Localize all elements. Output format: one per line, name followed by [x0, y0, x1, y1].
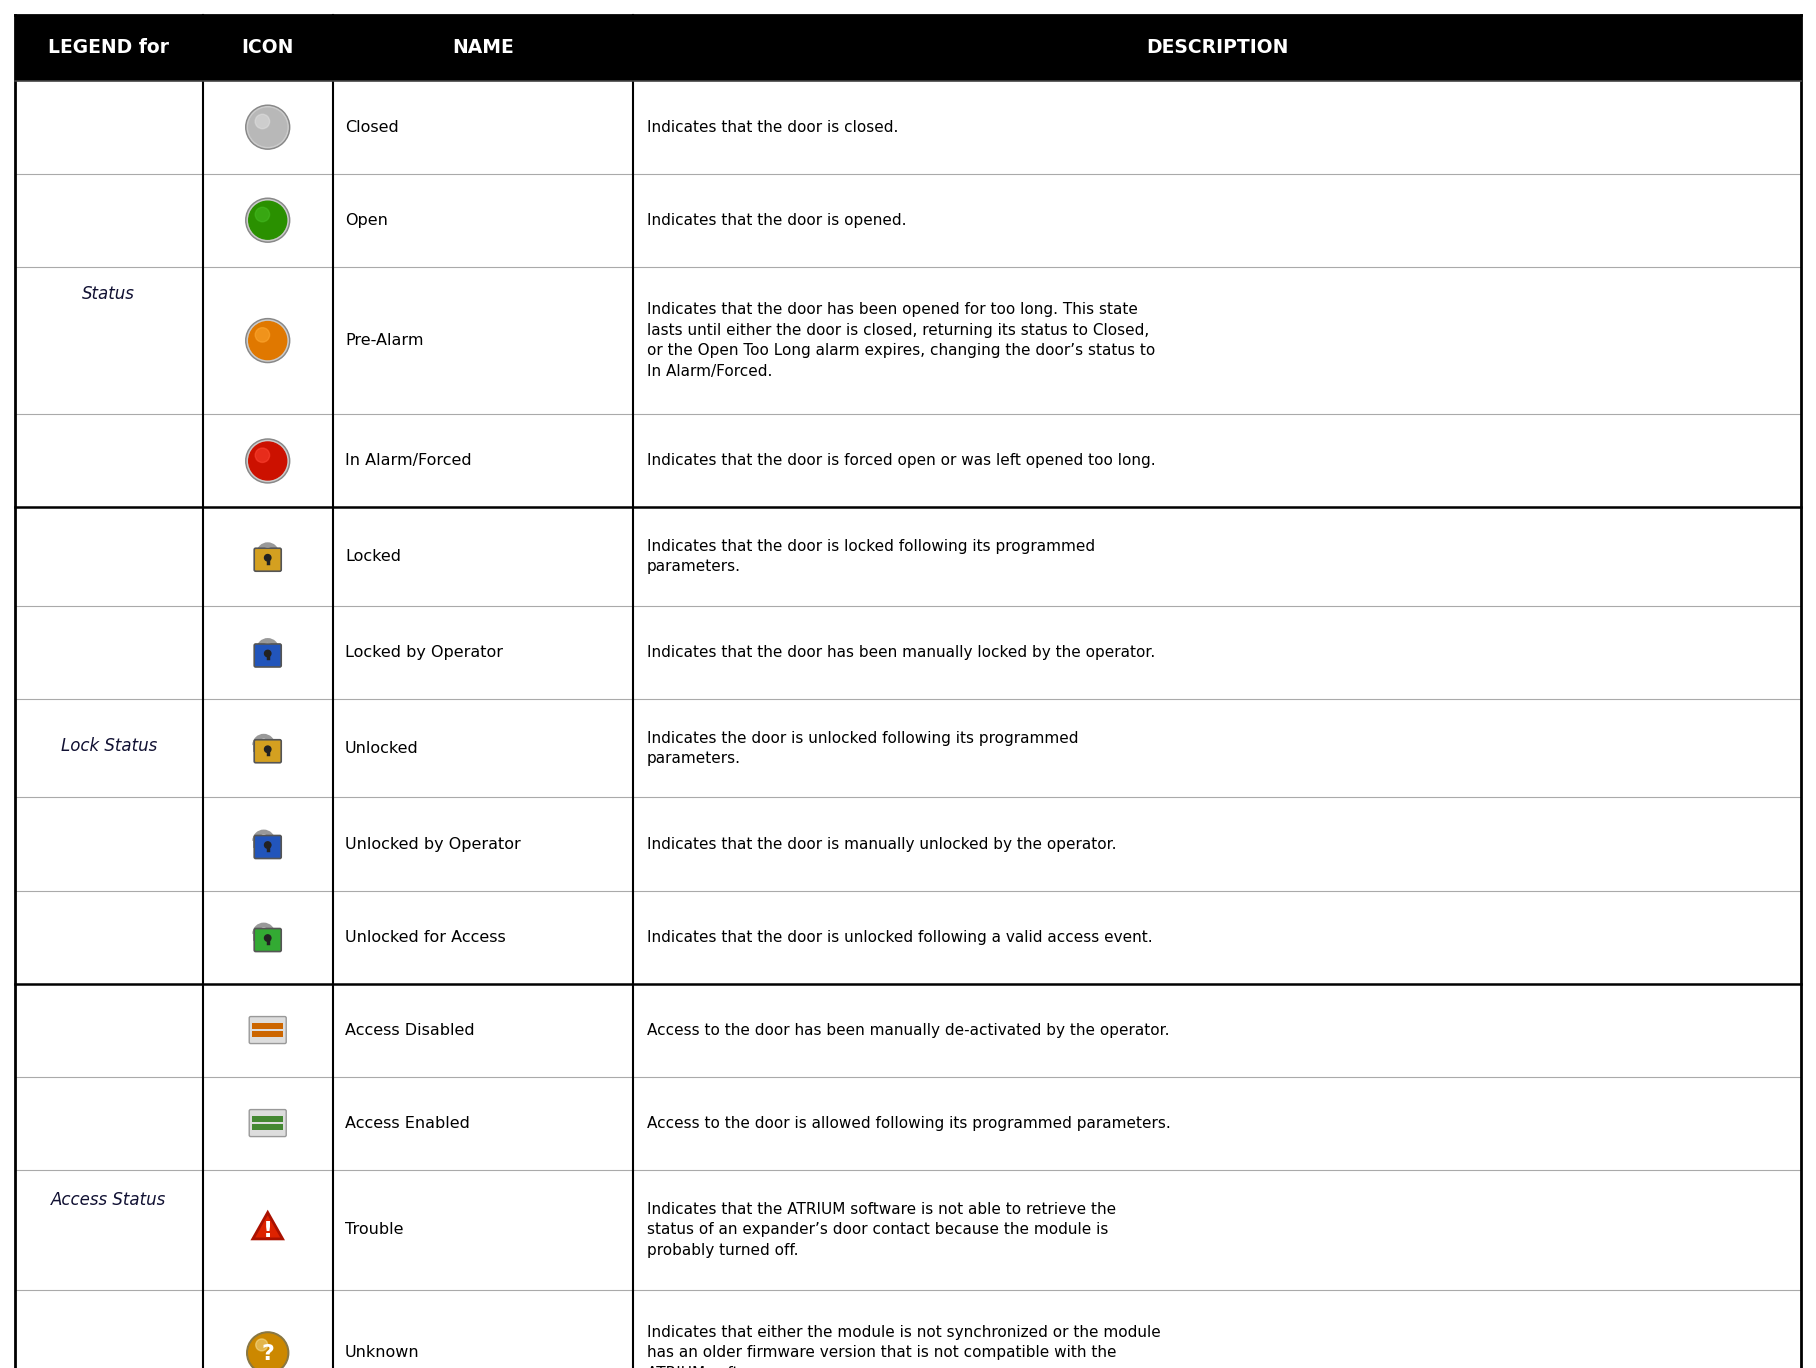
Text: Indicates that the door is closed.: Indicates that the door is closed.	[646, 119, 899, 134]
Text: NAME: NAME	[452, 38, 514, 57]
Circle shape	[247, 440, 289, 482]
Bar	[252, 1031, 283, 1037]
Polygon shape	[252, 1212, 283, 1239]
Text: Access to the door has been manually de-activated by the operator.: Access to the door has been manually de-…	[646, 1022, 1170, 1037]
Circle shape	[249, 442, 287, 480]
Text: !: !	[263, 1220, 272, 1241]
Text: DESCRIPTION: DESCRIPTION	[1146, 38, 1288, 57]
Circle shape	[245, 198, 291, 242]
FancyBboxPatch shape	[254, 929, 281, 952]
FancyBboxPatch shape	[254, 740, 281, 763]
Circle shape	[247, 107, 289, 148]
Circle shape	[245, 319, 291, 363]
Text: ?: ?	[262, 1343, 274, 1364]
Text: Indicates the door is unlocked following its programmed
parameters.: Indicates the door is unlocked following…	[646, 731, 1079, 766]
FancyBboxPatch shape	[254, 644, 281, 668]
Circle shape	[249, 108, 287, 146]
Circle shape	[256, 115, 269, 129]
Text: Indicates that the door is opened.: Indicates that the door is opened.	[646, 212, 906, 227]
Text: Pre-Alarm: Pre-Alarm	[345, 332, 423, 347]
Text: Indicates that the ATRIUM software is not able to retrieve the
status of an expa: Indicates that the ATRIUM software is no…	[646, 1202, 1117, 1257]
Bar	[252, 1023, 283, 1029]
Circle shape	[256, 449, 269, 462]
Text: Open: Open	[345, 212, 389, 227]
FancyBboxPatch shape	[249, 1016, 287, 1044]
Text: Indicates that the door has been manually locked by the operator.: Indicates that the door has been manuall…	[646, 644, 1155, 659]
Text: Access to the door is allowed following its programmed parameters.: Access to the door is allowed following …	[646, 1115, 1171, 1130]
Text: Indicates that either the module is not synchronized or the module
has an older : Indicates that either the module is not …	[646, 1326, 1160, 1368]
Text: Access Enabled: Access Enabled	[345, 1115, 470, 1130]
Text: Unlocked: Unlocked	[345, 740, 419, 755]
FancyBboxPatch shape	[254, 836, 281, 859]
Text: Trouble: Trouble	[345, 1222, 403, 1237]
Circle shape	[256, 328, 269, 342]
Circle shape	[265, 650, 271, 657]
Text: Unknown: Unknown	[345, 1345, 419, 1360]
Text: Closed: Closed	[345, 119, 400, 134]
Circle shape	[265, 841, 271, 848]
Circle shape	[249, 321, 287, 360]
Text: Access Status: Access Status	[51, 1190, 167, 1209]
Text: Indicates that the door is locked following its programmed
parameters.: Indicates that the door is locked follow…	[646, 539, 1095, 575]
Circle shape	[249, 1334, 287, 1368]
FancyBboxPatch shape	[254, 549, 281, 572]
Circle shape	[265, 746, 271, 752]
Text: In Alarm/Forced: In Alarm/Forced	[345, 453, 472, 468]
Text: Locked: Locked	[345, 549, 401, 564]
Text: Indicates that the door is forced open or was left opened too long.: Indicates that the door is forced open o…	[646, 453, 1155, 468]
Circle shape	[247, 320, 289, 361]
Circle shape	[256, 1339, 267, 1352]
Bar	[15, 15, 1801, 81]
Text: Status: Status	[82, 285, 134, 304]
Circle shape	[247, 1332, 289, 1368]
Circle shape	[265, 554, 271, 561]
Circle shape	[265, 934, 271, 941]
Text: Lock Status: Lock Status	[60, 736, 156, 755]
Circle shape	[256, 208, 269, 222]
Text: LEGEND for: LEGEND for	[49, 38, 169, 57]
Bar	[252, 1124, 283, 1130]
FancyBboxPatch shape	[249, 1109, 287, 1137]
Circle shape	[245, 439, 291, 483]
Text: Indicates that the door is manually unlocked by the operator.: Indicates that the door is manually unlo…	[646, 836, 1117, 851]
Text: Locked by Operator: Locked by Operator	[345, 644, 503, 659]
Bar	[252, 1116, 283, 1122]
Text: Unlocked for Access: Unlocked for Access	[345, 929, 505, 944]
Text: Indicates that the door is unlocked following a valid access event.: Indicates that the door is unlocked foll…	[646, 929, 1153, 944]
Circle shape	[247, 200, 289, 241]
Text: Access Disabled: Access Disabled	[345, 1022, 474, 1037]
Circle shape	[245, 105, 291, 149]
Text: Indicates that the door has been opened for too long. This state
lasts until eit: Indicates that the door has been opened …	[646, 302, 1155, 379]
Text: Unlocked by Operator: Unlocked by Operator	[345, 836, 521, 851]
Circle shape	[249, 201, 287, 239]
Text: ICON: ICON	[242, 38, 294, 57]
